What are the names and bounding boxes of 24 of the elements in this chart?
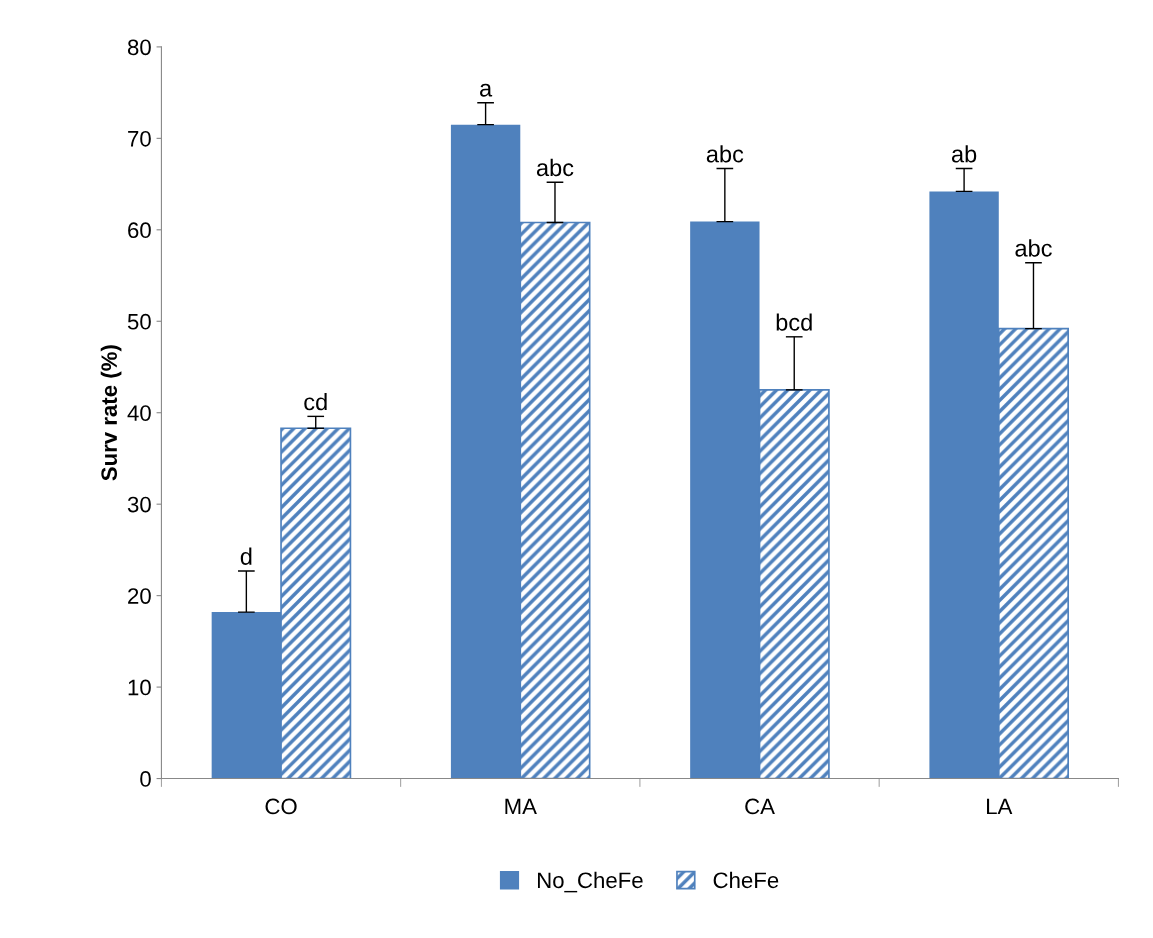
data-label: bcd [776, 313, 812, 331]
x-tick-label: MA [505, 798, 537, 815]
legend-label: CheFe [713, 871, 779, 889]
data-label: cd [304, 392, 327, 411]
data-label: a [480, 83, 493, 97]
y-tick-label: 10 [128, 679, 151, 696]
y-axis-title: Surv rate (%) [100, 345, 122, 481]
y-tick-label: 20 [128, 588, 151, 604]
y-tick-label: 70 [128, 130, 151, 147]
x-tick-label: CO [265, 798, 297, 815]
y-tick-label: 60 [128, 222, 151, 239]
x-tick-label: LA [987, 798, 1013, 815]
data-label: d [240, 547, 252, 565]
data-label: abc [706, 145, 744, 163]
y-tick-label: 40 [127, 405, 151, 421]
y-tick-label: 0 [140, 771, 151, 787]
data-label: abc [536, 158, 574, 177]
y-tick-label: 30 [127, 496, 151, 513]
y-tick-label: 50 [127, 313, 151, 330]
y-tick-label: 80 [127, 39, 151, 56]
x-tick-label: CA [745, 798, 775, 815]
data-label: abc [1015, 239, 1052, 257]
data-label: ab [951, 145, 977, 163]
legend-label: No_CheFe [537, 871, 643, 893]
